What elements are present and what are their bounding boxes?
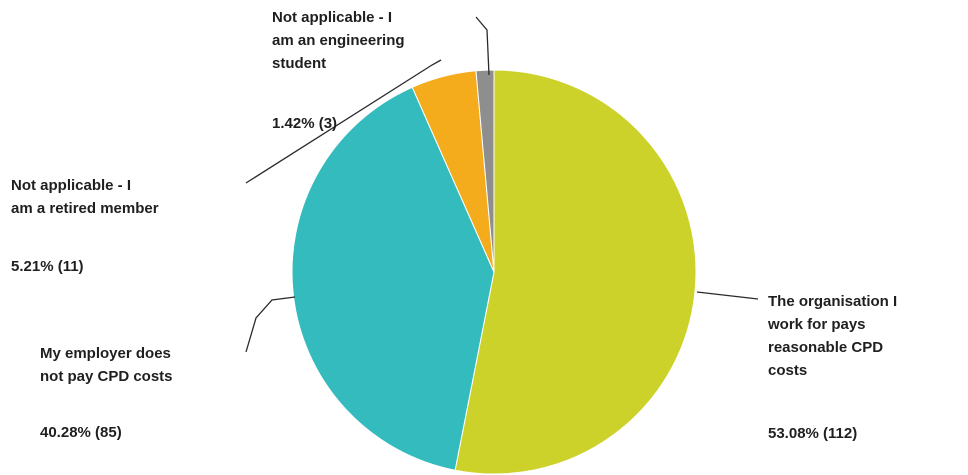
leader-line-org-pays <box>696 291 759 300</box>
value-employer-not-pay: 40.28% (85) <box>40 424 122 441</box>
label-employer-not-pay: My employer does not pay CPD costs <box>40 345 173 385</box>
label-student-line: student <box>272 55 326 72</box>
label-student: Not applicable - I am an engineering stude… <box>272 9 405 72</box>
leader-line-student <box>475 16 490 76</box>
value-retired: 5.21% (11) <box>11 258 84 275</box>
slice-labels: The organisation I work for pays reasonabl… <box>11 9 897 442</box>
slice-employer-not-pay <box>291 86 495 471</box>
label-org-pays-line: reasonable CPD <box>768 339 883 356</box>
label-org-pays-line: costs <box>768 362 807 379</box>
slice-org-pays <box>454 69 697 475</box>
leader-line-retired <box>245 59 442 184</box>
value-org-pays: 53.08% (112) <box>768 425 857 442</box>
label-employer-not-pay-line: not pay CPD costs <box>40 368 173 385</box>
label-retired-line: am a retired member <box>11 200 159 217</box>
pie-slices <box>291 69 697 475</box>
label-employer-not-pay-line: My employer does <box>40 345 171 362</box>
label-org-pays: The organisation I work for pays reasonabl… <box>767 293 897 379</box>
leader-lines <box>245 16 759 353</box>
label-org-pays-line: work for pays <box>767 316 866 333</box>
label-student-line: Not applicable - I <box>272 9 392 26</box>
label-retired: Not applicable - I am a retired member <box>11 177 159 217</box>
value-student: 1.42% (3) <box>272 115 337 132</box>
slice-student <box>475 69 495 273</box>
label-org-pays-line: The organisation I <box>768 293 897 310</box>
leader-line-employer-not-pay <box>245 296 296 353</box>
label-student-line: am an engineering <box>272 32 405 49</box>
label-retired-line: Not applicable - I <box>11 177 131 194</box>
